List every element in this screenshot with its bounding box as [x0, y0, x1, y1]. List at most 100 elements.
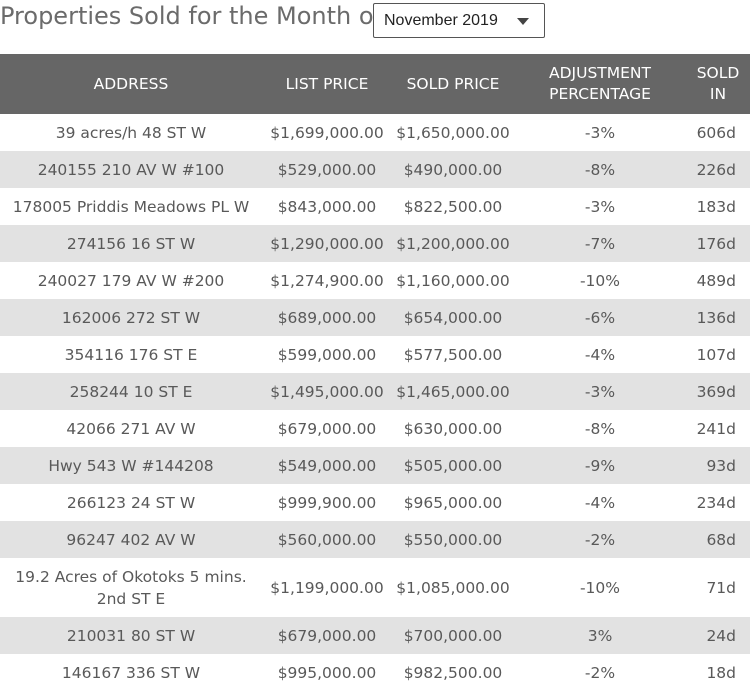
cell-address: 146167 336 ST W [61, 663, 201, 682]
table-row[interactable]: 240027 179 AV W #200 $1,274,900.00 $1,160,… [0, 262, 750, 299]
cell-adjustment-percentage: -3% [584, 197, 616, 216]
column-header-sold-price[interactable]: SOLD PRICE [392, 54, 514, 114]
month-select[interactable]: November 2019 [373, 3, 545, 38]
cell-sold-in: 93d [686, 447, 750, 484]
cell-adjustment-percentage: -3% [514, 373, 686, 410]
cell-sold-price: $822,500.00 [403, 197, 503, 216]
cell-list-price: $1,199,000.00 [270, 578, 384, 597]
cell-address: Hwy 543 W #144208 [0, 447, 262, 484]
cell-sold-price: $550,000.00 [392, 521, 514, 558]
cell-sold-in: 107d [696, 345, 736, 364]
cell-sold-in: 183d [696, 197, 736, 216]
table-row[interactable]: 178005 Priddis Meadows PL W $843,000.00 $8… [0, 188, 750, 225]
cell-address: 210031 80 ST W [0, 617, 262, 654]
cell-list-price: $529,000.00 [262, 151, 392, 188]
table-header-row: ADDRESS LIST PRICE SOLD PRICE ADJUSTMENT… [0, 54, 750, 114]
cell-address: 162006 272 ST W [0, 299, 262, 336]
cell-list-price: $679,000.00 [277, 419, 377, 438]
table-row[interactable]: 42066 271 AV W $679,000.00 $630,000.00 -8% 2… [0, 410, 750, 447]
cell-sold-in: 369d [686, 373, 750, 410]
chevron-down-icon [517, 18, 529, 25]
cell-sold-price: $700,000.00 [392, 617, 514, 654]
column-header-address[interactable]: ADDRESS [0, 54, 262, 114]
cell-sold-price: $654,000.00 [392, 299, 514, 336]
cell-sold-in: 136d [686, 299, 750, 336]
column-header-sold-in[interactable]: SOLD IN [686, 54, 750, 114]
cell-sold-in: 606d [696, 123, 736, 142]
table-row[interactable]: 210031 80 ST W $679,000.00 $700,000.00 3% 24… [0, 617, 750, 654]
cell-sold-in: 226d [686, 151, 750, 188]
table-row[interactable]: 19.2 Acres of Okotoks 5 mins. 2nd ST E $1… [0, 558, 750, 617]
cell-sold-price: $1,160,000.00 [396, 271, 510, 290]
cell-list-price: $843,000.00 [277, 197, 377, 216]
table-row[interactable]: 354116 176 ST E $599,000.00 $577,500.00 -4%… [0, 336, 750, 373]
cell-list-price: $679,000.00 [262, 617, 392, 654]
cell-sold-in: 241d [696, 419, 736, 438]
table-row[interactable]: 274156 16 ST W $1,290,000.00 $1,200,000.00… [0, 225, 750, 262]
cell-list-price: $1,290,000.00 [262, 225, 392, 262]
cell-address: 178005 Priddis Meadows PL W [12, 197, 250, 216]
cell-list-price: $560,000.00 [262, 521, 392, 558]
cell-sold-in: 18d [706, 663, 736, 682]
table-row[interactable]: 96247 402 AV W $560,000.00 $550,000.00 -2% 6… [0, 521, 750, 558]
cell-address: 240155 210 AV W #100 [0, 151, 262, 188]
cell-adjustment-percentage: -4% [584, 345, 616, 364]
cell-sold-in: 234d [696, 493, 736, 512]
cell-address: 39 acres/h 48 ST W [55, 123, 207, 142]
page-title: Properties Sold for the Month of [0, 2, 382, 30]
cell-adjustment-percentage: -4% [584, 493, 616, 512]
cell-sold-price: $490,000.00 [392, 151, 514, 188]
table-row[interactable]: 266123 24 ST W $999,900.00 $965,000.00 -4% 2… [0, 484, 750, 521]
cell-sold-price: $1,200,000.00 [392, 225, 514, 262]
cell-list-price: $1,274,900.00 [270, 271, 384, 290]
cell-sold-price: $1,465,000.00 [392, 373, 514, 410]
cell-sold-in: 176d [686, 225, 750, 262]
table-row[interactable]: Hwy 543 W #144208 $549,000.00 $505,000.00-… [0, 447, 750, 484]
cell-list-price: $549,000.00 [262, 447, 392, 484]
cell-sold-price: $1,085,000.00 [396, 578, 510, 597]
cell-adjustment-percentage: 3% [514, 617, 686, 654]
cell-address: 42066 271 AV W [66, 419, 196, 438]
cell-sold-price: $577,500.00 [403, 345, 503, 364]
cell-address: 240027 179 AV W #200 [37, 271, 225, 290]
table-row[interactable]: 162006 272 ST W $689,000.00 $654,000.00 -6%… [0, 299, 750, 336]
cell-list-price: $689,000.00 [262, 299, 392, 336]
cell-adjustment-percentage: -10% [579, 271, 621, 290]
cell-adjustment-percentage: -8% [584, 419, 616, 438]
cell-sold-in: 68d [686, 521, 750, 558]
cell-sold-price: $630,000.00 [403, 419, 503, 438]
cell-sold-price: $982,500.00 [403, 663, 503, 682]
column-header-adjustment-percentage[interactable]: ADJUSTMENT PERCENTAGE [514, 54, 686, 114]
cell-address: 266123 24 ST W [66, 493, 196, 512]
cell-address: 19.2 Acres of Okotoks 5 mins. 2nd ST E [15, 567, 247, 608]
cell-sold-price: $965,000.00 [403, 493, 503, 512]
cell-address: 274156 16 ST W [0, 225, 262, 262]
cell-address: 354116 176 ST E [64, 345, 198, 364]
cell-list-price: $999,900.00 [277, 493, 377, 512]
cell-list-price: $599,000.00 [277, 345, 377, 364]
cell-list-price: $995,000.00 [277, 663, 377, 682]
table-row[interactable]: 39 acres/h 48 ST W $1,699,000.00 $1,650,00… [0, 114, 750, 151]
month-select-value: November 2019 [384, 12, 498, 29]
cell-adjustment-percentage: -8% [514, 151, 686, 188]
table-row[interactable]: 258244 10 ST E $1,495,000.00 $1,465,000.00… [0, 373, 750, 410]
cell-adjustment-percentage: -9% [514, 447, 686, 484]
cell-address: 258244 10 ST E [0, 373, 262, 410]
cell-address: 96247 402 AV W [0, 521, 262, 558]
cell-adjustment-percentage: -3% [584, 123, 616, 142]
table-row[interactable]: 240155 210 AV W #100 $529,000.00 $490,000.… [0, 151, 750, 188]
table-row[interactable]: 146167 336 ST W $995,000.00 $982,500.00 -2%… [0, 654, 750, 691]
cell-sold-price: $505,000.00 [392, 447, 514, 484]
cell-adjustment-percentage: -10% [579, 578, 621, 597]
cell-adjustment-percentage: -2% [514, 521, 686, 558]
cell-sold-in: 71d [706, 578, 736, 597]
cell-adjustment-percentage: -7% [514, 225, 686, 262]
column-header-list-price[interactable]: LIST PRICE [262, 54, 392, 114]
cell-sold-price: $1,650,000.00 [396, 123, 510, 142]
cell-sold-in: 489d [696, 271, 736, 290]
cell-sold-in: 24d [686, 617, 750, 654]
cell-adjustment-percentage: -2% [584, 663, 616, 682]
sold-properties-table: ADDRESS LIST PRICE SOLD PRICE ADJUSTMENT… [0, 54, 750, 691]
cell-adjustment-percentage: -6% [514, 299, 686, 336]
cell-list-price: $1,495,000.00 [262, 373, 392, 410]
